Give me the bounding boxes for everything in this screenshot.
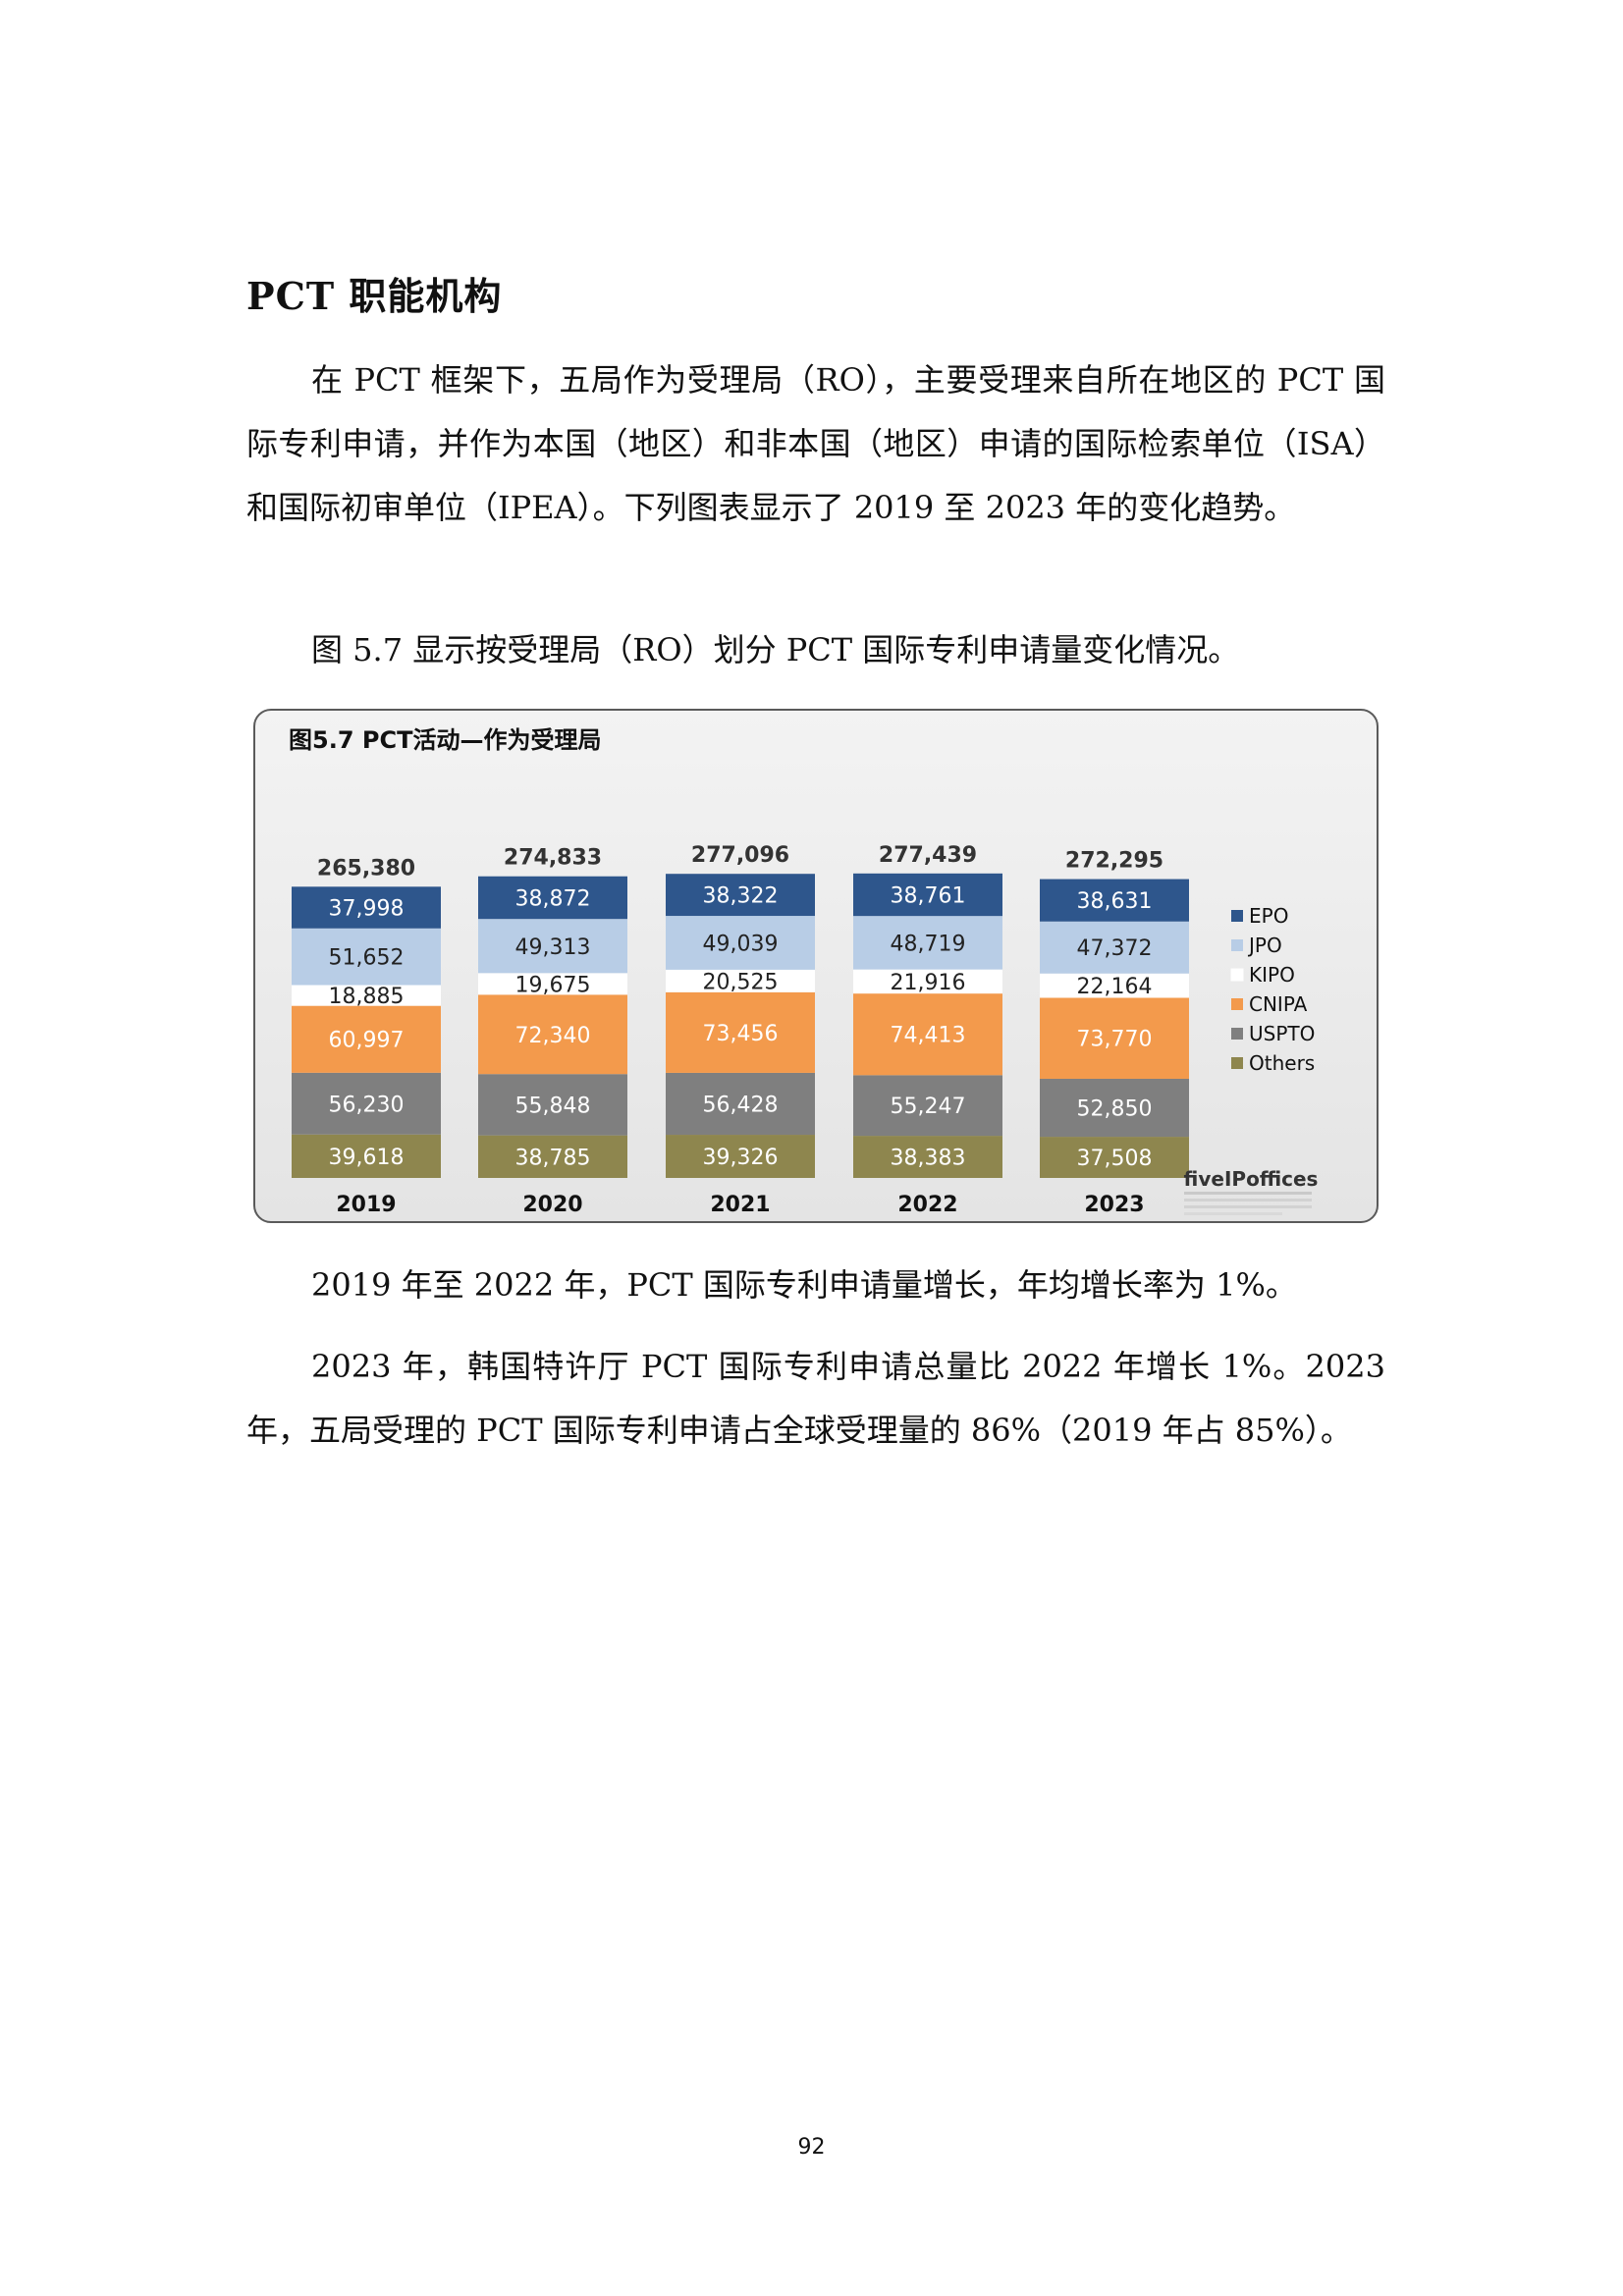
data-label-uspto-2021: 56,428: [703, 1093, 779, 1117]
bar-segment-uspto-2020: [478, 1074, 627, 1136]
total-label-2020: 274,833: [504, 846, 602, 871]
legend-swatch-kipo: [1230, 968, 1244, 982]
legend-label-jpo: JPO: [1247, 934, 1282, 957]
legend-label-epo: EPO: [1249, 904, 1288, 928]
data-label-epo-2021: 38,322: [703, 884, 779, 909]
bar-segment-jpo-2021: [666, 916, 815, 970]
bar-segment-epo-2021: [666, 874, 815, 917]
stacked-bar-chart: 图5.7 PCT活动—作为受理局 39,618 56,230 60,997 18,88…: [289, 726, 1319, 1217]
legend-label-uspto: USPTO: [1249, 1022, 1315, 1045]
chart-title: 图5.7 PCT活动—作为受理局: [289, 726, 601, 754]
data-label-kipo-2023: 22,164: [1077, 975, 1153, 999]
bar-segment-kipo-2021: [666, 969, 815, 992]
data-label-jpo-2023: 47,372: [1077, 936, 1153, 961]
data-label-cnipa-2023: 73,770: [1077, 1028, 1153, 1052]
x-tick-label-2019: 2019: [336, 1193, 396, 1217]
x-tick-label-2023: 2023: [1084, 1193, 1144, 1217]
data-label-others-2021: 39,326: [703, 1146, 779, 1170]
bar-segment-jpo-2020: [478, 919, 627, 974]
x-tick-label-2022: 2022: [897, 1193, 957, 1217]
bar-segment-cnipa-2020: [478, 994, 627, 1075]
data-label-epo-2020: 38,872: [515, 886, 591, 911]
data-label-kipo-2019: 18,885: [329, 985, 405, 1009]
data-label-jpo-2019: 51,652: [329, 946, 405, 971]
total-label-2022: 277,439: [879, 843, 977, 868]
legend-swatch-jpo: [1231, 939, 1243, 951]
data-label-cnipa-2019: 60,997: [329, 1029, 405, 1053]
bar-segment-kipo-2020: [478, 973, 627, 995]
legend-swatch-cnipa: [1231, 998, 1243, 1010]
fiveipoffices-logo: fiveIPoffices: [1184, 1167, 1319, 1215]
bar-segment-kipo-2019: [292, 985, 441, 1006]
legend-swatch-epo: [1231, 910, 1243, 922]
bar-segment-kipo-2022: [853, 969, 1002, 994]
data-label-epo-2023: 38,631: [1077, 889, 1153, 914]
data-label-others-2019: 39,618: [329, 1146, 405, 1170]
data-label-epo-2019: 37,998: [329, 897, 405, 922]
logo-text: fiveIPoffices: [1184, 1167, 1319, 1191]
data-label-jpo-2020: 49,313: [515, 935, 591, 960]
total-label-2019: 265,380: [317, 856, 415, 881]
data-label-kipo-2020: 19,675: [515, 973, 591, 997]
growth-paragraph: 2019 年至 2022 年，PCT 国际专利申请量增长，年均增长率为 1%。: [311, 1266, 1297, 1304]
figure-intro-paragraph: 图 5.7 显示按受理局（RO）划分 PCT 国际专利申请量变化情况。: [311, 631, 1240, 668]
bar-segment-others-2021: [666, 1135, 815, 1178]
data-label-cnipa-2021: 73,456: [703, 1022, 779, 1046]
data-label-jpo-2022: 48,719: [891, 932, 966, 956]
bars-layer: 39,618 56,230 60,997 18,885 51,652 37,998 265,…: [292, 843, 1189, 1217]
bar-segment-others-2022: [853, 1136, 1002, 1178]
data-label-jpo-2021: 49,039: [703, 932, 779, 956]
chart-legend: EPO JPO KIPO CNIPA USPTO Others: [1230, 904, 1315, 1075]
legend-label-cnipa: CNIPA: [1249, 992, 1308, 1016]
data-label-cnipa-2020: 72,340: [515, 1024, 591, 1048]
total-label-2021: 277,096: [691, 843, 789, 868]
data-label-uspto-2019: 56,230: [329, 1093, 405, 1117]
bar-segment-cnipa-2021: [666, 991, 815, 1073]
chart-figure: 图5.7 PCT活动—作为受理局 39,618 56,230 60,997 18,88…: [253, 709, 1379, 1223]
intro-paragraph: 在 PCT 框架下，五局作为受理局（RO），主要受理来自所在地区的 PCT 国际…: [246, 361, 1385, 526]
bar-segment-epo-2023: [1040, 879, 1189, 922]
data-label-others-2022: 38,383: [891, 1147, 966, 1171]
bar-segment-epo-2020: [478, 876, 627, 920]
kipo-paragraph: 2023 年，韩国特许厅 PCT 国际专利申请总量比 2022 年增长 1%。2…: [246, 1348, 1385, 1449]
bar-segment-kipo-2023: [1040, 973, 1189, 998]
bar-segment-uspto-2021: [666, 1072, 815, 1136]
bar-segment-jpo-2019: [292, 928, 441, 986]
bar-segment-uspto-2019: [292, 1072, 441, 1135]
bar-segment-uspto-2023: [1040, 1078, 1189, 1138]
legend-swatch-uspto: [1231, 1028, 1243, 1040]
data-label-epo-2022: 38,761: [891, 883, 966, 908]
bar-segment-others-2020: [478, 1135, 627, 1178]
data-label-cnipa-2022: 74,413: [891, 1024, 966, 1048]
bar-segment-cnipa-2022: [853, 993, 1002, 1076]
data-label-others-2023: 37,508: [1077, 1147, 1153, 1171]
x-tick-label-2021: 2021: [710, 1193, 770, 1217]
data-label-kipo-2022: 21,916: [891, 971, 966, 995]
legend-label-kipo: KIPO: [1249, 963, 1295, 987]
bar-segment-cnipa-2023: [1040, 997, 1189, 1079]
bar-segment-epo-2022: [853, 873, 1002, 917]
data-label-uspto-2022: 55,247: [891, 1095, 966, 1119]
bar-segment-jpo-2023: [1040, 921, 1189, 974]
data-label-kipo-2021: 20,525: [703, 970, 779, 994]
bar-segment-epo-2019: [292, 886, 441, 929]
legend-label-others: Others: [1249, 1051, 1315, 1075]
data-label-others-2020: 38,785: [515, 1146, 591, 1170]
bar-segment-others-2019: [292, 1134, 441, 1178]
bar-segment-uspto-2022: [853, 1075, 1002, 1137]
bar-segment-others-2023: [1040, 1137, 1189, 1178]
data-label-uspto-2023: 52,850: [1077, 1097, 1153, 1122]
data-label-uspto-2020: 55,848: [515, 1094, 591, 1118]
legend-swatch-others: [1231, 1057, 1243, 1069]
page-number: 92: [797, 2135, 826, 2160]
x-tick-label-2020: 2020: [522, 1193, 582, 1217]
section-heading: PCT 职能机构: [246, 274, 503, 318]
bar-segment-cnipa-2019: [292, 1005, 441, 1073]
total-label-2023: 272,295: [1065, 849, 1163, 874]
bar-segment-jpo-2022: [853, 916, 1002, 970]
